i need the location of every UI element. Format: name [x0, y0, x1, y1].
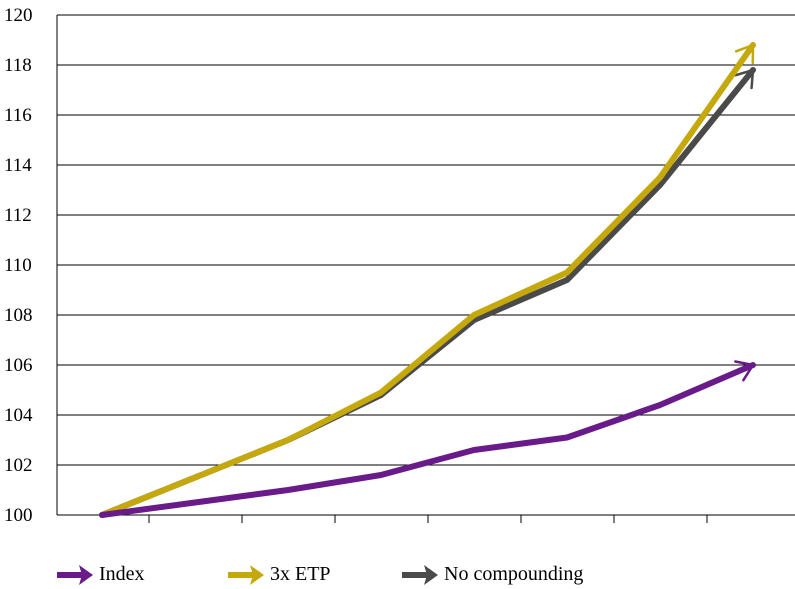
legend-arrow-icon: [400, 563, 440, 587]
series-lines: [99, 42, 756, 518]
axes: [56, 15, 708, 523]
y-tick-label: 112: [4, 205, 32, 226]
y-tick-label: 104: [4, 405, 33, 426]
y-tick-label: 108: [4, 305, 33, 326]
y-tick-label: 116: [4, 105, 32, 126]
y-tick-label: 102: [4, 455, 33, 476]
line-chart: 100 102 104 106 108 110 112 114 116 118 120: [4, 5, 795, 526]
legend-item-index: Index: [55, 560, 145, 589]
y-tick-label: 118: [4, 55, 32, 76]
legend-arrow-icon: [55, 563, 95, 587]
arrowhead-3x-etp: [734, 43, 755, 65]
legend-item-3x-etp: 3x ETP: [226, 560, 331, 589]
y-tick-labels: 100 102 104 106 108 110 112 114 116 118 120: [4, 5, 33, 526]
y-tick-label: 100: [4, 505, 33, 526]
series-line-3x-etp: [99, 42, 756, 518]
arrowhead-no-compounding: [734, 68, 755, 90]
arrowhead-index: [734, 360, 756, 382]
legend-label: No compounding: [444, 563, 584, 585]
y-tick-label: 106: [4, 355, 33, 376]
legend: Index 3x ETP No compounding: [0, 560, 795, 589]
y-tick-label: 110: [4, 255, 32, 276]
series-line-no-compounding: [99, 67, 756, 518]
gridlines: [57, 14, 795, 516]
legend-label: 3x ETP: [270, 563, 331, 585]
legend-item-no-compounding: No compounding: [400, 560, 583, 589]
legend-label: Index: [99, 563, 145, 585]
y-tick-label: 114: [4, 155, 32, 176]
y-tick-label: 120: [4, 5, 33, 26]
legend-arrow-icon: [226, 563, 266, 587]
series-line-index: [99, 362, 756, 518]
